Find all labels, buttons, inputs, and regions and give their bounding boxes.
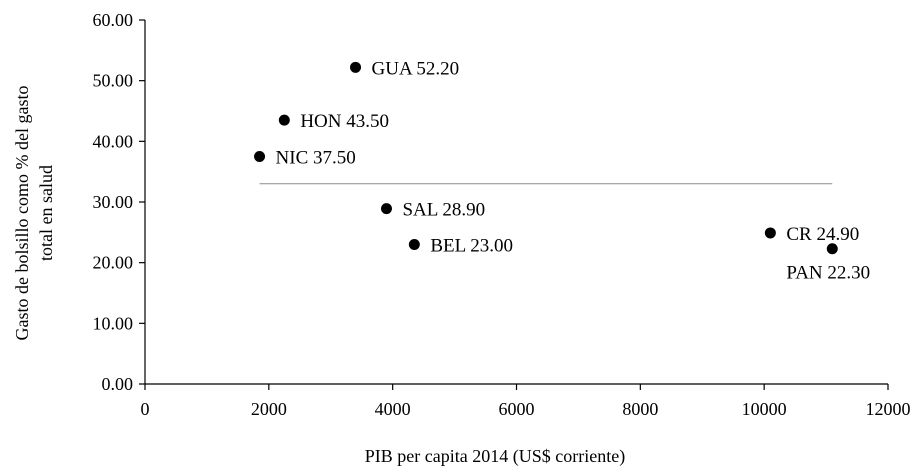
x-tick-label: 6000 <box>499 399 535 419</box>
x-tick-label: 12000 <box>866 399 911 419</box>
x-axis-ticks: 0 2000 4000 6000 8000 10000 12000 <box>141 384 911 419</box>
y-axis-title-line-2: total en salud <box>36 165 56 261</box>
data-point-label: BEL 23.00 <box>430 235 513 256</box>
y-tick-label: 40.00 <box>93 131 134 151</box>
x-tick-label: 2000 <box>251 399 287 419</box>
data-point <box>380 203 392 215</box>
x-axis-title: PIB per capita 2014 (US$ corriente) <box>365 446 625 467</box>
y-tick-label: 60.00 <box>93 10 134 30</box>
data-point-label: GUA 52.20 <box>372 58 460 79</box>
data-point <box>408 238 420 250</box>
y-tick-label: 30.00 <box>93 192 134 212</box>
data-point <box>278 114 290 126</box>
y-axis-title: Gasto de bolsillo como % del gasto total… <box>12 86 56 341</box>
data-point-label: HON 43.50 <box>300 111 389 132</box>
data-point-label: NIC 37.50 <box>276 148 356 169</box>
data-point-label: CR 24.90 <box>786 224 859 245</box>
y-axis-ticks: 0.00 10.00 20.00 30.00 40.00 50.00 60.00 <box>93 10 145 394</box>
y-tick-label: 20.00 <box>93 253 134 273</box>
y-tick-label: 10.00 <box>93 313 134 333</box>
data-point <box>826 243 838 255</box>
data-points: GUA 52.20 HON 43.50 NIC 37.50 SAL 28.90 BEL … <box>254 58 870 284</box>
data-point <box>350 61 362 73</box>
data-point <box>254 151 266 162</box>
x-tick-label: 8000 <box>622 399 658 419</box>
data-point-label: PAN 22.30 <box>786 263 870 284</box>
y-tick-label: 50.00 <box>93 71 134 91</box>
y-axis-title-line-1: Gasto de bolsillo como % del gasto <box>12 86 32 341</box>
x-tick-label: 4000 <box>375 399 411 419</box>
x-tick-label: 0 <box>141 399 150 419</box>
x-tick-label: 10000 <box>742 399 787 419</box>
data-point <box>764 227 776 239</box>
y-tick-label: 0.00 <box>102 374 134 394</box>
data-point-label: SAL 28.90 <box>402 200 485 221</box>
